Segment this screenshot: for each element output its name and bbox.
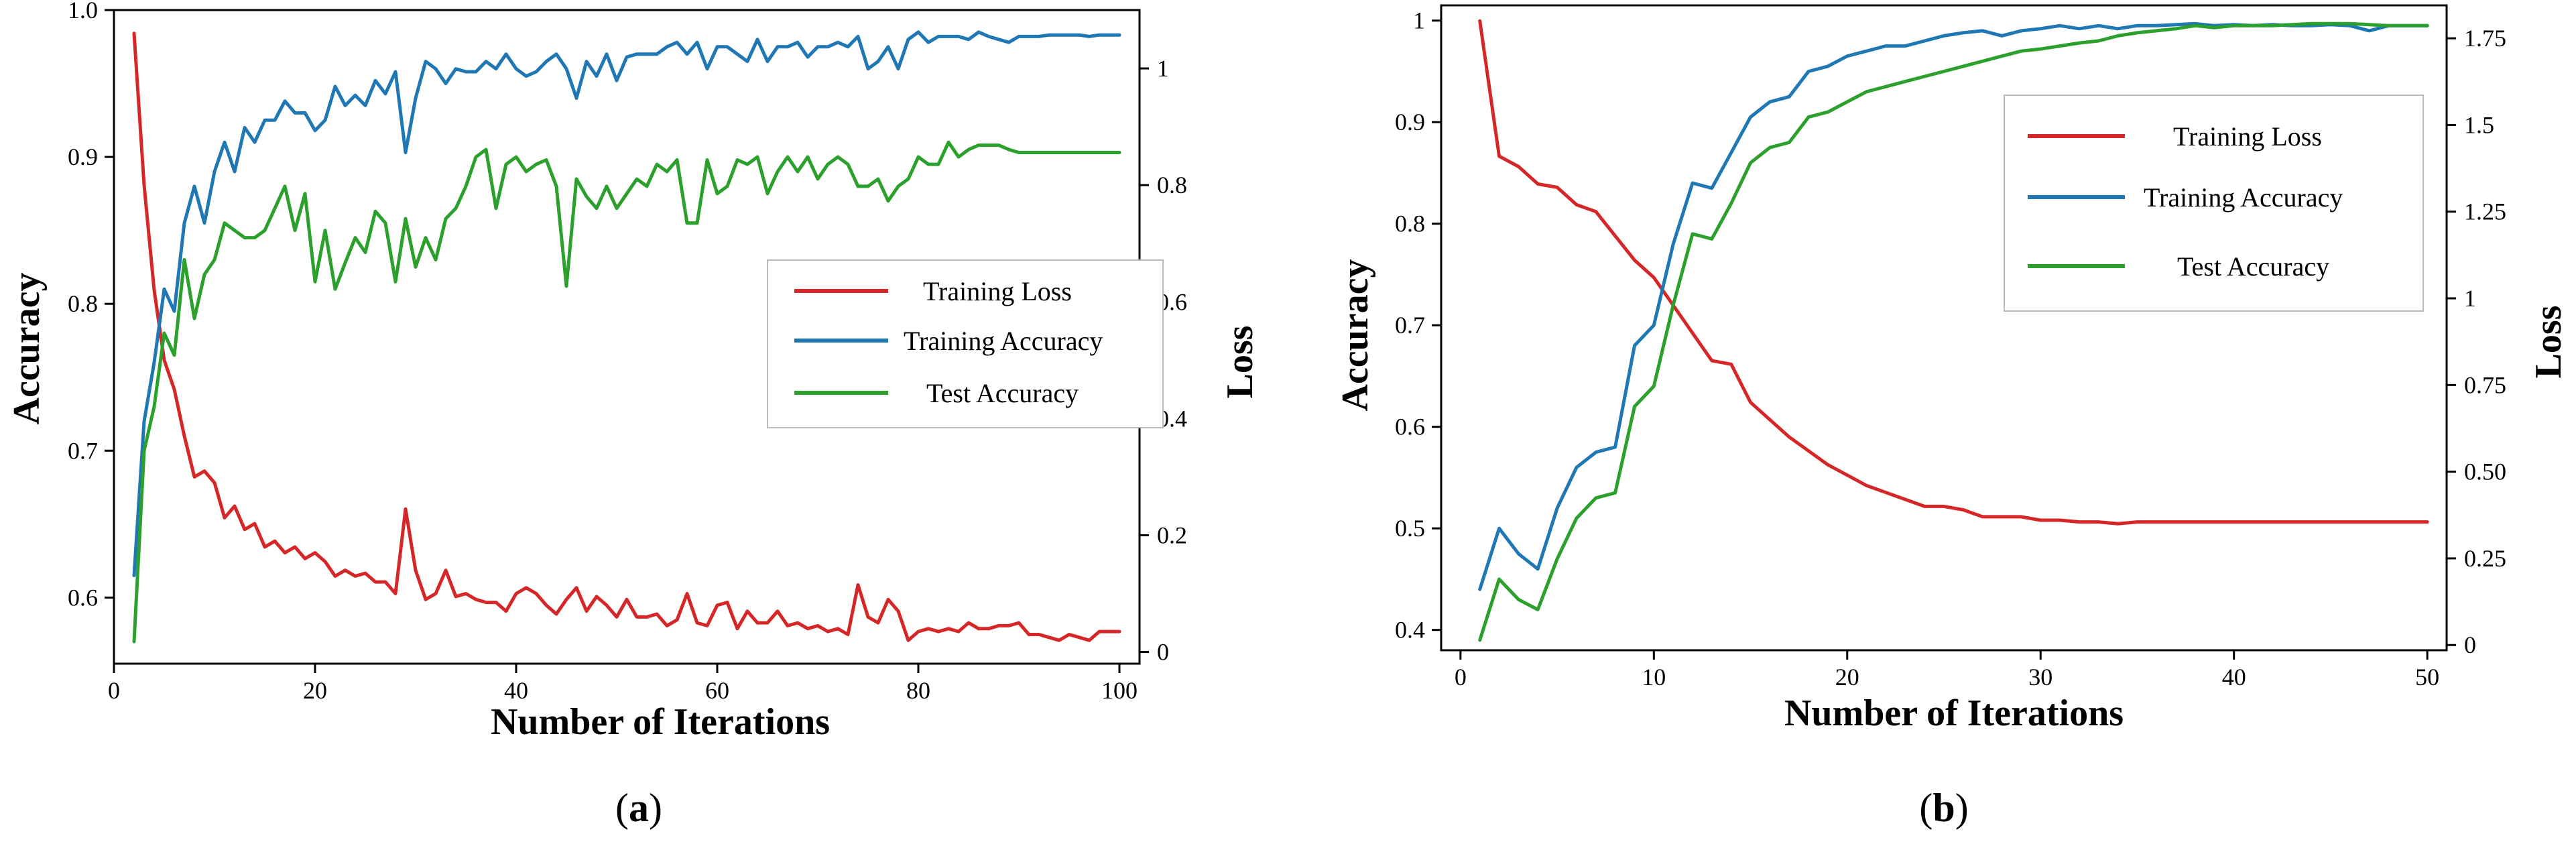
y-right-tick-label-b: 1 [2464,285,2476,312]
y-left-tick-label-a: 0.8 [68,290,98,317]
y-right-tick-label-b: 1.25 [2464,198,2506,225]
series-line-loss-a [132,32,1121,642]
legend-label-training-loss-b: Training Loss [2173,121,2322,152]
x-tick-label-b: 40 [2222,664,2246,690]
legend-b: Training Loss Training Accuracy Test Acc… [2004,95,2424,312]
x-tick-label-a: 80 [906,677,930,704]
series-line-train-a [132,30,1121,577]
x-tick-label-b: 50 [2415,664,2439,690]
y-left-tick-label-b: 0.4 [1395,617,1425,644]
x-tick-label-b: 20 [1835,664,1859,690]
chart-panel-b: 0 10 20 30 40 500.40.50.60.70.80.9100.250.500… [1335,4,2569,830]
y-left-tick-label-a: 0.9 [68,143,98,170]
legend-label-test-accuracy-b: Test Accuracy [2177,251,2329,282]
x-tick-label-b: 0 [1455,664,1467,690]
caption-a: (a) [615,786,662,830]
x-axis-title-b: Number of Iterations [1784,692,2124,734]
y-left-tick-label-a: 0.6 [68,584,98,611]
y-right-tick-label-a: 0 [1157,639,1169,666]
y-right-tick-label-b: 1.75 [2464,25,2506,52]
x-tick-label-b: 10 [1642,664,1666,690]
y-right-tick-label-b: 1.5 [2464,111,2494,138]
legend-a: Training Loss Training Accuracy Test Acc… [767,259,1164,428]
x-tick-label-a: 60 [705,677,729,704]
y-right-tick-label-b: 0.50 [2464,459,2506,485]
y-right-axis-title-b: Loss [2528,306,2569,379]
caption-letter-a: a [629,786,649,830]
legend-label-training-accuracy-b: Training Accuracy [2144,182,2343,213]
y-left-tick-label-b: 0.5 [1395,515,1425,542]
series-line-test-b [1478,21,2429,642]
legend-frame-b [2004,95,2424,312]
y-right-tick-label-a: 0.8 [1157,172,1187,198]
y-left-axis-title-a: Accuracy [6,272,48,424]
x-tick-label-a: 100 [1101,677,1138,704]
y-right-axis-title-a: Loss [1219,326,1261,399]
x-tick-label-a: 20 [303,677,327,704]
x-tick-label-a: 0 [108,677,120,704]
series-layer-a [132,30,1121,644]
legend-frame-a [767,259,1164,428]
legend-label-training-loss-a: Training Loss [923,276,1072,306]
ticks-layer-a: 0 20 40 60 80 1000.60.70.80.91.000.20.40.60.8… [68,0,1187,704]
y-left-tick-label-a: 0.7 [68,437,98,464]
y-right-tick-label-b: 0.75 [2464,371,2506,398]
y-left-tick-label-b: 0.7 [1395,312,1425,339]
y-right-tick-label-b: 0.25 [2464,545,2506,572]
x-tick-label-b: 30 [2028,664,2052,690]
plot-frame-b [1440,4,2448,652]
y-right-tick-label-b: 0 [2464,631,2476,658]
x-tick-label-a: 40 [504,677,528,704]
legend-label-test-accuracy-a: Test Accuracy [926,378,1079,408]
chart-panel-a: 0 20 40 60 80 1000.60.70.80.91.000.20.40.60.8… [6,0,1261,830]
series-layer-b [1478,19,2429,642]
y-left-tick-label-a: 1.0 [68,0,98,23]
caption-b: (b) [1919,786,1968,830]
y-left-tick-label-b: 0.8 [1395,210,1425,237]
series-line-loss-b [1478,19,2429,526]
caption-letter-b: b [1933,786,1955,830]
y-left-tick-label-b: 1 [1413,7,1425,34]
ticks-layer-b: 0 10 20 30 40 500.40.50.60.70.80.9100.250.500… [1395,7,2506,690]
series-line-test-a [132,140,1121,644]
legend-label-training-accuracy-a: Training Accuracy [904,326,1103,356]
x-axis-title-a: Number of Iterations [491,701,830,743]
y-left-tick-label-b: 0.9 [1395,109,1425,135]
y-left-tick-label-b: 0.6 [1395,414,1425,440]
y-left-axis-title-b: Accuracy [1335,259,1376,411]
y-right-tick-label-a: 1 [1157,55,1169,82]
y-right-tick-label-a: 0.2 [1157,522,1187,548]
